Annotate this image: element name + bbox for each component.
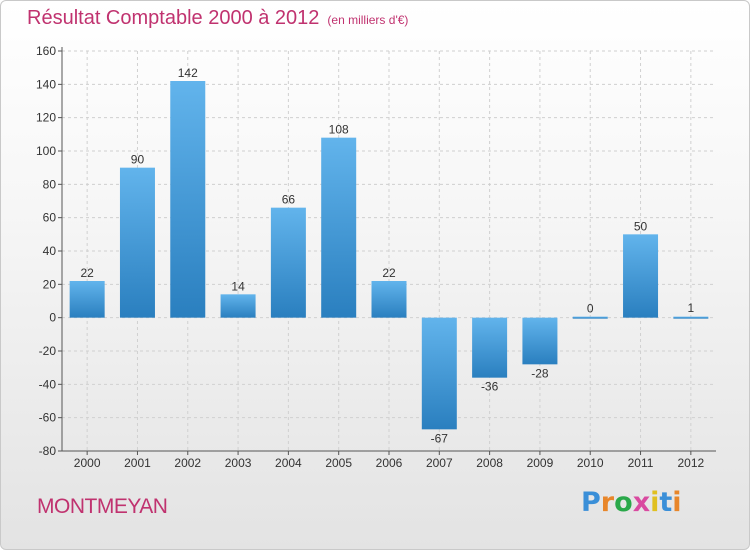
data-label: -28 (531, 366, 549, 380)
x-tick-label: 2012 (677, 456, 704, 470)
bars (69, 81, 709, 430)
data-label: 22 (382, 266, 396, 280)
logo-letter: i (672, 487, 682, 518)
y-tick-label: 100 (36, 144, 56, 158)
logo-letter: i (650, 487, 660, 518)
chart-unit: (en milliers d'€) (327, 13, 409, 27)
bar-2009 (522, 317, 558, 365)
data-label: 50 (634, 219, 648, 233)
data-labels: 22 90 142 14 66 108 22 -67 -36 -28 0 50 1 (80, 66, 694, 445)
x-tick-label: 2010 (577, 456, 604, 470)
y-tick-label: -20 (39, 344, 57, 358)
chart-title: Résultat Comptable 2000 à 2012 (en millie… (27, 7, 408, 30)
data-label: 22 (80, 266, 94, 280)
y-tick-label: 140 (36, 77, 56, 91)
y-tick-label: -40 (39, 377, 57, 391)
y-tick-label: 40 (43, 244, 57, 258)
x-tick-label: 2000 (74, 456, 101, 470)
data-label: 1 (688, 301, 695, 315)
bar-2007 (421, 317, 457, 430)
y-tick-label: -80 (39, 444, 57, 458)
y-tick-label: 0 (49, 311, 56, 325)
logo-letter: t (659, 487, 673, 518)
bar-2005 (321, 137, 357, 318)
data-label: 14 (231, 279, 245, 293)
logo-letter: P (581, 487, 601, 518)
x-tick-label: 2002 (174, 456, 201, 470)
bar-2008 (472, 317, 508, 378)
bar-2004 (270, 207, 306, 318)
bar-2001 (119, 167, 155, 318)
bar-2012 (673, 316, 709, 319)
data-label: 142 (178, 66, 198, 80)
bar-2002 (170, 81, 206, 318)
x-tick-label: 2007 (426, 456, 453, 470)
y-tick-label: 120 (36, 111, 56, 125)
bar-2006 (371, 281, 407, 318)
bar-2000 (69, 281, 105, 318)
bar-2011 (623, 234, 659, 318)
chart-title-text: Résultat Comptable 2000 à 2012 (27, 7, 320, 29)
logo-letter: x (632, 487, 651, 518)
x-tick-label: 2004 (275, 456, 302, 470)
proxiti-logo: Proxiti (581, 487, 682, 518)
gridlines (62, 50, 716, 452)
logo-letter: o (614, 487, 633, 518)
commune-name: MONTMEYAN (37, 495, 168, 518)
data-label: 0 (587, 302, 594, 316)
y-tick-label: 80 (43, 177, 57, 191)
data-label: 90 (131, 153, 145, 167)
y-tick-label: 160 (36, 44, 56, 58)
x-tick-label: 2006 (376, 456, 403, 470)
bar-2010 (572, 316, 608, 319)
x-tick-label: 2011 (628, 456, 654, 470)
data-label: 108 (329, 123, 349, 137)
data-label: 66 (282, 193, 296, 207)
data-label: -36 (481, 380, 499, 394)
data-label: -67 (431, 431, 449, 445)
logo-letter: r (600, 487, 615, 518)
x-tick-label: 2003 (225, 456, 252, 470)
x-tick-label: 2009 (527, 456, 554, 470)
y-tick-label: 60 (43, 211, 57, 225)
y-tick-label: -60 (39, 411, 57, 425)
y-tick-label: 20 (43, 277, 57, 291)
bar-2003 (220, 294, 256, 318)
x-tick-label: 2001 (124, 456, 151, 470)
x-tick-label: 2008 (476, 456, 503, 470)
x-tick-label: 2005 (325, 456, 352, 470)
